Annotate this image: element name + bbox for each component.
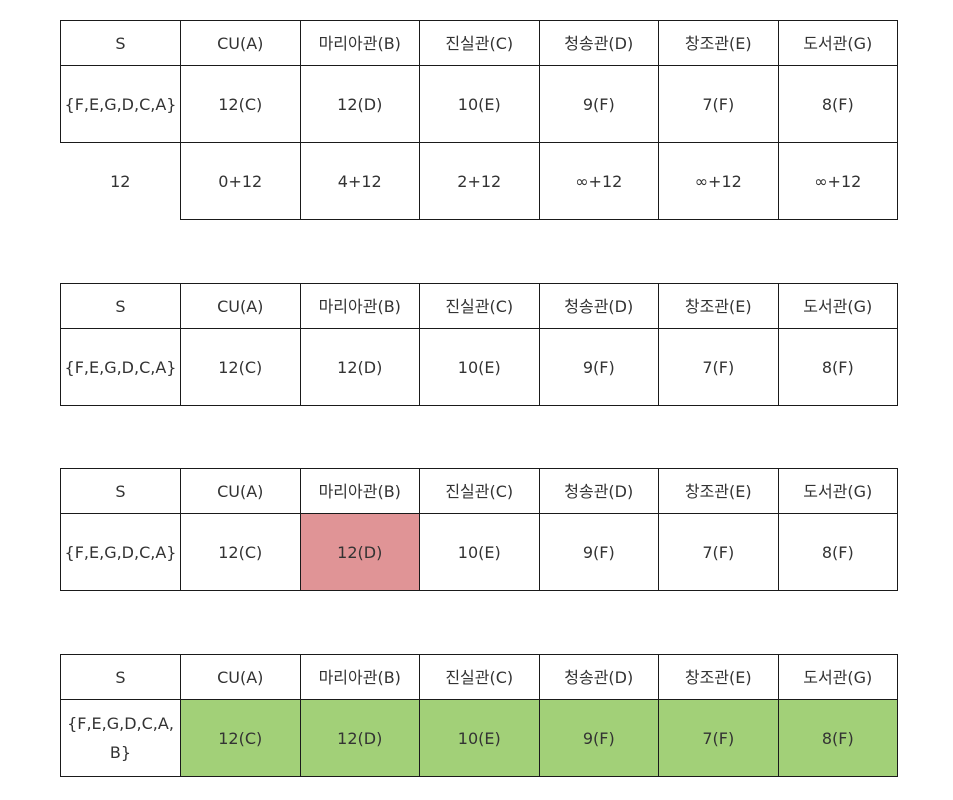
header-jinsil-c: 진실관(C): [419, 654, 540, 700]
header-row: S CU(A) 마리아관(B) 진실관(C) 청송관(D) 창조관(E) 도서관…: [60, 20, 898, 66]
header-jinsil-c: 진실관(C): [419, 20, 540, 66]
highlighted-value-cell: 12(D): [299, 513, 420, 591]
header-jinsil-c: 진실관(C): [419, 283, 540, 329]
value-cell: 7(F): [658, 513, 779, 591]
value-row: {F,E,G,D,C,A,B} 12(C) 12(D) 10(E) 9(F) 7…: [60, 699, 898, 777]
visited-set-cell: {F,E,G,D,C,A}: [60, 65, 181, 143]
highlighted-value-cell: 9(F): [538, 699, 659, 777]
value-cell: 8(F): [777, 513, 898, 591]
header-changjo-e: 창조관(E): [658, 283, 779, 329]
cost-cell: 4+12: [299, 142, 420, 220]
header-cu-a: CU(A): [180, 283, 301, 329]
visited-set-cell: {F,E,G,D,C,A}: [60, 328, 181, 406]
header-s: S: [60, 283, 181, 329]
value-cell: 8(F): [777, 328, 898, 406]
cost-cell: ∞+12: [538, 142, 659, 220]
value-cell: 10(E): [419, 513, 540, 591]
distance-table-1: S CU(A) 마리아관(B) 진실관(C) 청송관(D) 창조관(E) 도서관…: [60, 20, 898, 220]
value-cell: 7(F): [658, 65, 779, 143]
header-changjo-e: 창조관(E): [658, 654, 779, 700]
value-cell: 9(F): [538, 65, 659, 143]
header-changjo-e: 창조관(E): [658, 20, 779, 66]
header-row: S CU(A) 마리아관(B) 진실관(C) 청송관(D) 창조관(E) 도서관…: [60, 283, 898, 329]
distance-table-4: S CU(A) 마리아관(B) 진실관(C) 청송관(D) 창조관(E) 도서관…: [60, 654, 898, 777]
value-cell: 9(F): [538, 513, 659, 591]
value-cell: 10(E): [419, 65, 540, 143]
value-cell: 7(F): [658, 328, 779, 406]
visited-set-cell: {F,E,G,D,C,A}: [60, 513, 181, 591]
header-maria-b: 마리아관(B): [299, 283, 420, 329]
highlighted-value-cell: 10(E): [419, 699, 540, 777]
header-s: S: [60, 468, 181, 514]
header-library-g: 도서관(G): [777, 20, 898, 66]
cost-row: 12 0+12 4+12 2+12 ∞+12 ∞+12 ∞+12: [60, 142, 898, 220]
cost-cell: 0+12: [180, 142, 301, 220]
header-cu-a: CU(A): [180, 468, 301, 514]
header-library-g: 도서관(G): [777, 654, 898, 700]
highlighted-value-cell: 7(F): [658, 699, 779, 777]
highlighted-value-cell: 12(C): [180, 699, 301, 777]
value-cell: 12(C): [180, 65, 301, 143]
value-cell: 10(E): [419, 328, 540, 406]
value-row: {F,E,G,D,C,A} 12(C) 12(D) 10(E) 9(F) 7(F…: [60, 65, 898, 143]
header-cheongsong-d: 청송관(D): [538, 654, 659, 700]
header-maria-b: 마리아관(B): [299, 468, 420, 514]
header-cheongsong-d: 청송관(D): [538, 468, 659, 514]
header-s: S: [60, 654, 181, 700]
distance-table-3: S CU(A) 마리아관(B) 진실관(C) 청송관(D) 창조관(E) 도서관…: [60, 468, 898, 591]
header-library-g: 도서관(G): [777, 283, 898, 329]
header-cheongsong-d: 청송관(D): [538, 283, 659, 329]
header-maria-b: 마리아관(B): [299, 20, 420, 66]
header-maria-b: 마리아관(B): [299, 654, 420, 700]
visited-set-cell: {F,E,G,D,C,A,B}: [60, 699, 181, 777]
value-cell: 12(D): [299, 328, 420, 406]
cost-cell: 2+12: [419, 142, 540, 220]
value-cell: 12(C): [180, 513, 301, 591]
cost-label-cell: 12: [60, 142, 181, 220]
header-s: S: [60, 20, 181, 66]
header-changjo-e: 창조관(E): [658, 468, 779, 514]
value-cell: 12(C): [180, 328, 301, 406]
header-library-g: 도서관(G): [777, 468, 898, 514]
value-cell: 8(F): [777, 65, 898, 143]
header-cheongsong-d: 청송관(D): [538, 20, 659, 66]
cost-cell: ∞+12: [658, 142, 779, 220]
header-cu-a: CU(A): [180, 654, 301, 700]
header-row: S CU(A) 마리아관(B) 진실관(C) 청송관(D) 창조관(E) 도서관…: [60, 654, 898, 700]
header-row: S CU(A) 마리아관(B) 진실관(C) 청송관(D) 창조관(E) 도서관…: [60, 468, 898, 514]
highlighted-value-cell: 8(F): [777, 699, 898, 777]
value-cell: 9(F): [538, 328, 659, 406]
distance-table-2: S CU(A) 마리아관(B) 진실관(C) 청송관(D) 창조관(E) 도서관…: [60, 283, 898, 406]
header-cu-a: CU(A): [180, 20, 301, 66]
header-jinsil-c: 진실관(C): [419, 468, 540, 514]
cost-cell: ∞+12: [777, 142, 898, 220]
value-cell: 12(D): [299, 65, 420, 143]
value-row: {F,E,G,D,C,A} 12(C) 12(D) 10(E) 9(F) 7(F…: [60, 513, 898, 591]
value-row: {F,E,G,D,C,A} 12(C) 12(D) 10(E) 9(F) 7(F…: [60, 328, 898, 406]
highlighted-value-cell: 12(D): [299, 699, 420, 777]
